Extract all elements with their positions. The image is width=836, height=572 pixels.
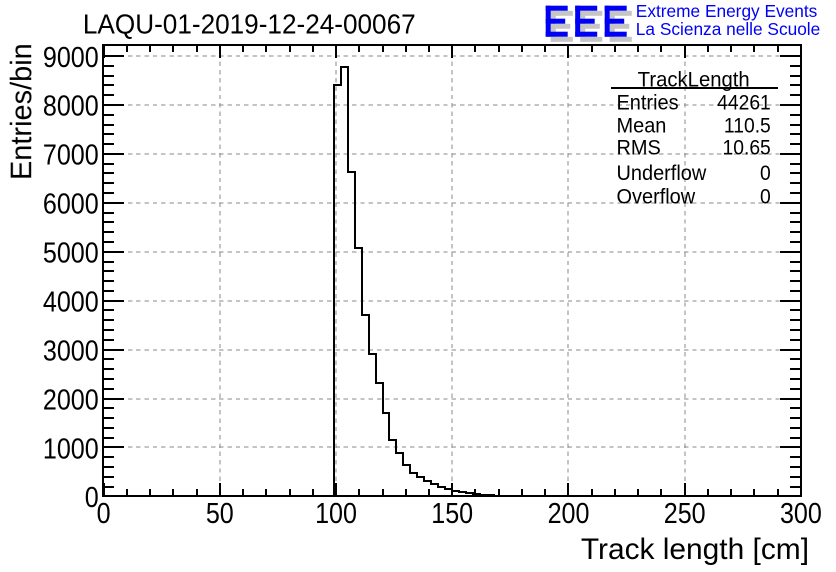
- svg-text:Track length [cm]: Track length [cm]: [581, 533, 809, 566]
- svg-text:Entries/bin: Entries/bin: [5, 43, 39, 180]
- svg-text:5000: 5000: [43, 236, 99, 269]
- svg-text:110.5: 110.5: [724, 115, 771, 138]
- svg-text:Extreme Energy Events: Extreme Energy Events: [636, 1, 818, 21]
- svg-text:100: 100: [315, 496, 357, 529]
- svg-text:300: 300: [780, 496, 822, 529]
- svg-text:1000: 1000: [43, 432, 99, 465]
- svg-text:10.65: 10.65: [722, 137, 770, 160]
- svg-text:250: 250: [664, 496, 706, 529]
- svg-text:RMS: RMS: [617, 136, 661, 160]
- svg-text:La Scienza nelle Scuole: La Scienza nelle Scuole: [636, 19, 820, 39]
- svg-text:7000: 7000: [43, 138, 99, 171]
- svg-text:3000: 3000: [43, 334, 99, 367]
- svg-text:4000: 4000: [43, 285, 99, 318]
- svg-text:44261: 44261: [717, 92, 771, 115]
- svg-text:0: 0: [760, 162, 771, 185]
- svg-text:2000: 2000: [43, 383, 99, 416]
- svg-text:0: 0: [760, 186, 771, 209]
- svg-text:0: 0: [85, 480, 99, 513]
- svg-text:Underflow: Underflow: [617, 161, 707, 185]
- svg-text:TrackLength: TrackLength: [638, 68, 750, 91]
- svg-text:200: 200: [548, 496, 590, 529]
- svg-text:50: 50: [206, 496, 234, 529]
- svg-text:150: 150: [431, 496, 473, 529]
- svg-text:8000: 8000: [43, 89, 99, 122]
- svg-text:Overflow: Overflow: [617, 185, 696, 209]
- svg-text:Mean: Mean: [617, 114, 667, 138]
- svg-text:0: 0: [97, 496, 111, 529]
- svg-text:LAQU-01-2019-12-24-00067: LAQU-01-2019-12-24-00067: [83, 8, 416, 40]
- svg-text:9000: 9000: [43, 40, 99, 73]
- svg-text:Entries: Entries: [617, 91, 679, 115]
- svg-text:6000: 6000: [43, 187, 99, 220]
